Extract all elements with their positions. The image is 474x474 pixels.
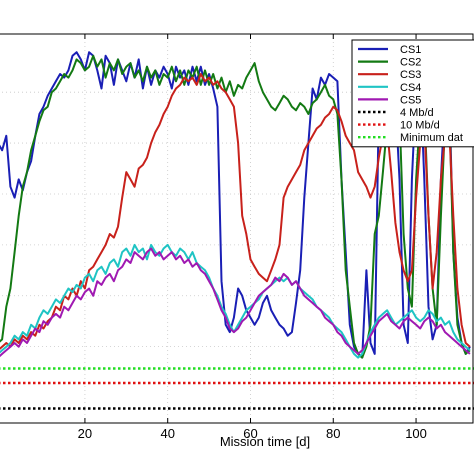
plot-frame	[0, 33, 474, 424]
axes	[0, 33, 474, 424]
legend-label: CS3	[400, 69, 421, 81]
legend-label: CS1	[400, 44, 421, 56]
legend-label: 10 Mb/d	[400, 120, 440, 132]
legend-label: CS4	[400, 82, 421, 94]
x-tick-label: 20	[78, 426, 92, 441]
x-tick-label: 60	[243, 426, 257, 441]
series-line-cs5	[0, 247, 471, 358]
x-tick-labels: 20 40 60 80 100	[78, 426, 427, 441]
legend-label: CS5	[400, 94, 421, 106]
x-tick-label: 40	[160, 426, 174, 441]
legend-label: 4 Mb/d	[400, 107, 434, 119]
legend-box	[351, 39, 474, 148]
legend-label: Minimum dat	[400, 132, 463, 144]
x-tick-label: 80	[326, 426, 340, 441]
x-axis-title: Mission time [d]	[220, 434, 310, 449]
legend-label: CS2	[400, 57, 421, 69]
x-tick-label: 100	[405, 426, 427, 441]
